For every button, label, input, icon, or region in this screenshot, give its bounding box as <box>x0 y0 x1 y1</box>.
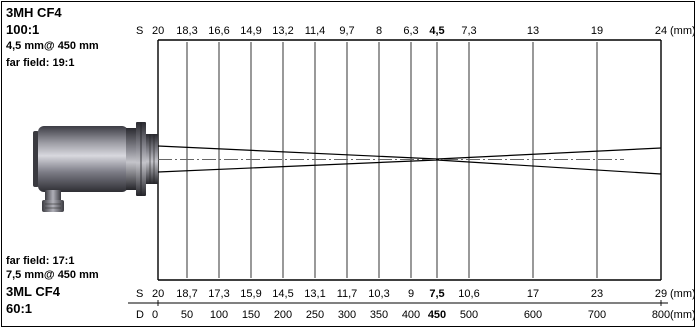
bottom-model-spot: 7,5 mm@ 450 mm <box>6 269 99 281</box>
bottom-scale-value: 18,7 <box>176 288 198 300</box>
distance-value: 0 <box>152 309 159 321</box>
top-scale-value: 24 <box>654 25 668 37</box>
bottom-scale-value: 14,5 <box>272 288 294 300</box>
top-scale-value: 9,7 <box>339 25 355 37</box>
bottom-scale-value: 11,7 <box>336 288 358 300</box>
top-scale-value: 16,6 <box>208 25 230 37</box>
bottom-model-name: 3ML CF4 <box>6 284 60 299</box>
grid-lines <box>157 39 662 281</box>
distance-value: 150 <box>241 309 261 321</box>
top-scale-value: 13 <box>526 25 540 37</box>
distance-value: 50 <box>180 309 194 321</box>
distance-value: 800 <box>651 309 671 321</box>
bottom-scale-value: 7,5 <box>429 288 445 300</box>
bottom-scale-value: 13,1 <box>304 288 326 300</box>
distance-unit: (mm) <box>670 309 696 321</box>
beam-outline <box>157 145 662 175</box>
top-model-spot: 4,5 mm@ 450 mm <box>6 40 99 52</box>
distance-axis <box>128 300 668 306</box>
top-scale-value: 6,3 <box>403 25 419 37</box>
bottom-scale-value: 20 <box>152 288 165 300</box>
top-scale-value: 18,3 <box>176 25 198 37</box>
bottom-scale-value: 23 <box>590 288 604 300</box>
distance-value: 600 <box>523 309 543 321</box>
distance-value: 200 <box>273 309 293 321</box>
distance-value: 350 <box>369 309 389 321</box>
top-scale-unit: (mm) <box>670 25 696 37</box>
bottom-scale-value: 17 <box>526 288 540 300</box>
distance-value: 450 <box>427 309 447 321</box>
bottom-scale-value: 17,3 <box>208 288 230 300</box>
distance-value: 400 <box>401 309 421 321</box>
top-scale-value: 7,3 <box>461 25 477 37</box>
bottom-scale-unit: (mm) <box>670 288 696 300</box>
distance-value: 250 <box>305 309 325 321</box>
bottom-model-ratio: 60:1 <box>6 301 33 316</box>
distance-label: D <box>136 309 144 321</box>
distance-value: 700 <box>587 309 607 321</box>
top-scale-value: 19 <box>590 25 604 37</box>
distance-value: 100 <box>209 309 229 321</box>
bottom-scale-value: 10,3 <box>368 288 390 300</box>
bottom-scale-value: 10,6 <box>458 288 480 300</box>
top-scale-value: 13,2 <box>272 25 294 37</box>
top-scale-label: S <box>136 25 144 37</box>
bottom-scale-value: 15,9 <box>240 288 262 300</box>
top-model-ratio: 100:1 <box>6 22 40 37</box>
sensor-body <box>33 122 158 212</box>
bottom-model-far-field: far field: 17:1 <box>6 255 75 267</box>
bottom-scale-label: S <box>136 288 144 300</box>
distance-value: 300 <box>337 309 357 321</box>
top-scale-value: 20 <box>152 25 165 37</box>
top-scale-value: 8 <box>375 25 383 37</box>
bottom-scale-value: 29 <box>654 288 668 300</box>
top-model-far-field: far field: 19:1 <box>6 57 75 69</box>
top-scale-value: 14,9 <box>240 25 262 37</box>
top-model-name: 3MH CF4 <box>6 5 62 20</box>
distance-value: 500 <box>459 309 479 321</box>
top-scale-value: 11,4 <box>304 25 326 37</box>
bottom-scale-value: 9 <box>407 288 415 300</box>
top-scale-value: 4,5 <box>429 25 445 37</box>
